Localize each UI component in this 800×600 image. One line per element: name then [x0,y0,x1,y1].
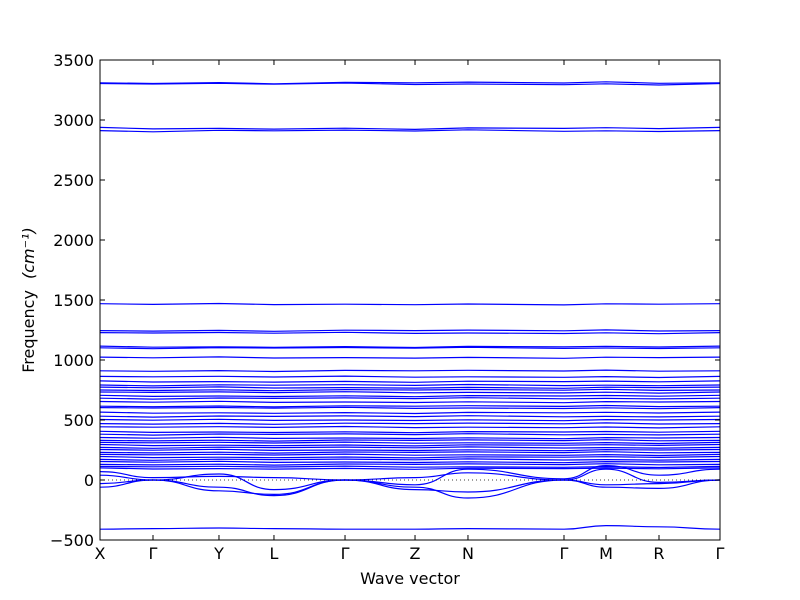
x-tick-label: Γ [341,544,350,563]
flat-band-line [99,81,721,85]
flat-band-line [99,386,721,389]
flat-band-line [99,455,721,459]
flat-band-line [99,380,721,383]
x-tick-label: X [95,544,106,563]
low-band-line [99,468,721,491]
flat-band-line [99,436,721,440]
y-axis-label-unit: (cm⁻¹) [19,227,38,279]
x-tick-label: Γ [149,544,158,563]
flat-band-line [99,129,721,133]
flat-band-line [99,400,721,404]
y-tick-label: 2500 [53,171,94,190]
x-tick-label: Γ [716,544,725,563]
flat-band-line [99,126,721,131]
flat-band-line [99,394,721,398]
low-band-line [99,524,721,530]
flat-band-line [99,458,721,461]
flat-band-line [99,346,721,350]
flat-band-line [99,82,721,86]
flat-band-line [99,375,721,379]
flat-band-line [99,397,721,400]
flat-band-line [99,441,721,445]
flat-band-line [99,418,721,422]
y-tick-label: 3500 [53,51,94,70]
y-axis-ticks: −500 0 500 1000 1500 2000 2500 3000 3500 [50,51,720,550]
x-tick-label: L [270,544,279,563]
flat-band-line [99,465,721,469]
flat-band-line [99,329,721,332]
x-tick-label: R [653,544,664,563]
y-tick-label: 2000 [53,231,94,250]
flat-band-line [99,448,721,452]
low-band-line [99,464,721,486]
flat-band-line [99,411,721,415]
flat-band-line [99,369,721,373]
flat-band-line [99,463,721,466]
x-tick-label: N [462,544,474,563]
flat-band-line [99,388,721,392]
flat-band-line [99,404,721,408]
y-tick-label: −500 [50,531,94,550]
flat-band-line [99,406,721,410]
band-lines [99,81,721,530]
flat-band-line [99,391,721,394]
x-tick-label: Z [410,544,421,563]
flat-band-line [99,446,721,449]
flat-band-line [99,383,721,387]
y-tick-label: 1500 [53,291,94,310]
flat-band-line [99,331,721,335]
flat-band-line [99,415,721,418]
y-axis-label-text: Frequency [19,290,38,373]
flat-band-line [99,425,721,429]
low-band-line [99,479,721,496]
x-tick-label: Y [213,544,224,563]
flat-band-line [99,443,721,447]
flat-band-line [99,345,721,349]
x-axis-label: Wave vector [360,569,460,588]
flat-band-line [99,302,721,306]
y-tick-label: 500 [63,411,94,430]
flat-band-line [99,356,721,359]
flat-band-line [99,422,721,425]
y-axis-label: Frequency (cm⁻¹) [19,227,38,372]
y-tick-label: 3000 [53,111,94,130]
x-tick-label: M [599,544,613,563]
flat-band-line [99,430,721,434]
flat-band-line [99,433,721,436]
y-tick-label: 1000 [53,351,94,370]
y-tick-label: 0 [84,471,94,490]
low-band-line [99,479,721,499]
flat-band-line [99,460,721,464]
x-tick-label: Γ [560,544,569,563]
flat-band-line [99,439,721,442]
flat-band-line [99,451,721,454]
flat-band-line [99,453,721,457]
